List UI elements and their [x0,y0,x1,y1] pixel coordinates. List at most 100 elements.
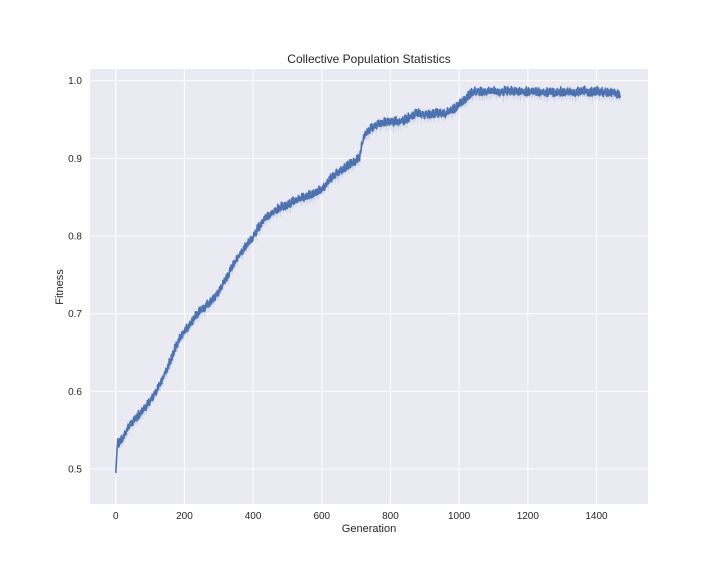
data-point [421,113,423,115]
data-point [537,92,539,94]
data-point [263,220,265,222]
x-axis-label: Generation [342,523,396,535]
data-point [167,367,169,369]
data-point [434,113,436,115]
data-point [527,91,529,93]
data-point [455,106,457,108]
data-point [599,91,601,93]
y-tick-label: 0.7 [68,309,82,320]
data-point [613,92,615,94]
data-point [345,166,347,168]
data-point [249,241,251,243]
data-point [585,90,587,92]
data-point [424,113,426,115]
data-point [510,90,512,92]
data-point [397,120,399,122]
data-point [452,109,454,111]
data-point [524,90,526,92]
data-point [458,104,460,106]
x-tick-labels: 0 200 400 600 800 1000 1200 1400 [113,511,608,522]
data-point [489,90,491,92]
data-point [311,193,313,195]
data-point [252,236,254,238]
data-point [259,224,261,226]
y-tick-label: 0.8 [68,232,82,243]
data-point [225,278,227,280]
data-point [117,441,119,443]
data-point [204,306,206,308]
data-point [441,112,443,114]
data-point [287,203,289,205]
data-point [201,309,203,311]
x-tick-label: 600 [313,511,330,522]
data-point [575,92,577,94]
data-point [596,90,598,92]
data-point [616,93,618,95]
data-point [194,316,196,318]
data-point [603,92,605,94]
x-tick-label: 800 [382,511,399,522]
data-point [376,123,378,125]
data-point [500,91,502,93]
data-point [294,200,296,202]
series-line [115,85,622,473]
data-point [115,472,117,474]
data-point [270,213,272,215]
data-point [211,299,213,301]
data-point [160,382,162,384]
data-point [513,91,515,93]
x-tick-label: 1200 [517,511,540,522]
data-point [379,122,381,124]
x-tick-label: 1400 [585,511,608,522]
data-point [352,161,354,163]
data-point [548,91,550,93]
data-point [232,265,234,267]
data-point [136,416,138,418]
data-point [256,230,258,232]
data-point [544,92,546,94]
data-point [153,395,155,397]
data-point [582,90,584,92]
chart-title: Collective Population Statistics [287,52,450,66]
data-point [318,189,320,191]
data-point [503,90,505,92]
series-lines [115,85,622,474]
data-point [173,350,175,352]
data-point [568,91,570,93]
data-point [122,437,124,439]
data-point [191,321,193,323]
data-point [493,91,495,93]
data-point [242,249,244,251]
data-point [572,91,574,93]
data-point [300,197,302,199]
data-point [555,92,557,94]
data-point [579,91,581,93]
data-point [304,196,306,198]
data-point [393,121,395,123]
data-point [118,443,120,445]
data-point [551,91,553,93]
data-point [338,171,340,173]
data-point [469,94,471,96]
data-point [482,91,484,93]
data-point [476,90,478,92]
data-point [558,91,560,93]
data-point [197,312,199,314]
data-point [472,91,474,93]
y-tick-label: 0.6 [68,387,82,398]
data-point [221,284,223,286]
data-point [609,91,611,93]
y-tick-label: 0.9 [68,154,82,165]
data-point [359,158,361,160]
data-point [462,101,464,103]
data-point [349,164,351,166]
data-point [331,176,333,178]
data-point [369,128,371,130]
data-point [496,90,498,92]
x-tick-label: 1000 [448,511,471,522]
plot-area [90,69,648,504]
data-point [479,90,481,92]
data-point [592,91,594,93]
data-point [561,91,563,93]
data-point [177,342,179,344]
